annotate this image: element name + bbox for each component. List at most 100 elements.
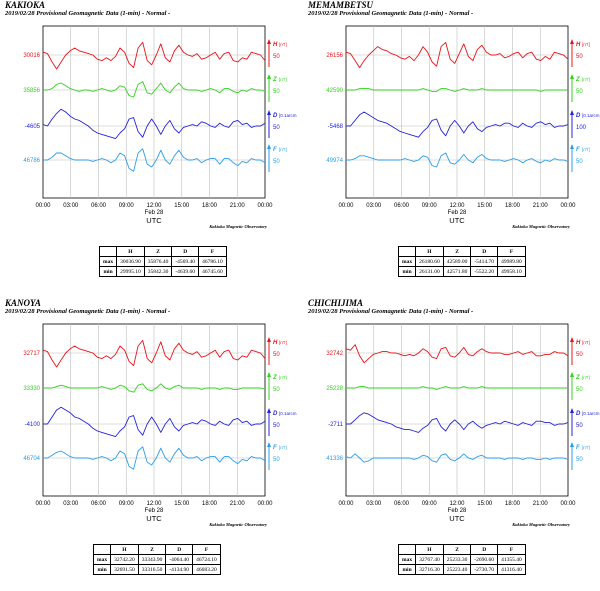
component-unit: [nT] [582,340,590,345]
series-h-line [345,344,569,364]
x-tick-label: 15:00 [174,203,190,209]
scale-value: 100 [576,125,587,131]
series-z-line [346,386,568,390]
x-tick-label: 03:00 [63,501,79,507]
table-cell: 35842.30 [143,266,173,277]
x-tick-label: 09:00 [422,203,438,209]
component-unit: [0.1arcm [279,411,297,416]
component-name: D [576,113,581,119]
table-cell: 49989.80 [497,256,526,267]
arrow-up-icon [570,372,574,377]
scale-value: 50 [273,125,280,131]
table-header: Z [137,544,167,555]
component-name: Z [272,77,277,83]
x-axis-label: UTC [449,514,465,523]
chart-title: 2019/02/28 Provisional Geomagnetic Data … [308,10,474,17]
x-tick-label: 15:00 [477,501,493,507]
arrow-up-icon [267,39,271,44]
station-name: CHICHIJIMA [308,298,364,308]
table-cell: 32716.30 [415,564,444,575]
table-header: D [165,544,194,555]
table-cell: 35876.40 [143,256,173,267]
table-cell: 46745.60 [198,266,227,277]
x-tick-label: 21:00 [533,501,549,507]
scale-value: 50 [273,387,280,393]
series-h-line [345,41,569,69]
x-tick-label: 15:00 [477,203,493,209]
x-tick-label: 21:00 [230,203,246,209]
table-header: H [415,246,444,257]
table-cell: -5522.20 [470,266,499,277]
series-d-line [346,111,569,138]
chart-title: 2019/02/28 Provisional Geomagnetic Data … [5,308,171,315]
scale-value: 50 [576,54,583,60]
x-tick-label: 21:00 [533,203,549,209]
date-label: Feb 28 [145,508,164,514]
station-name: MEMAMBETSU [308,0,374,10]
table-header [92,544,112,555]
table-header: H [116,246,145,257]
x-tick-label: 03:00 [366,203,382,209]
series-z-line [43,383,266,393]
x-tick-label: 09:00 [119,203,135,209]
series-h-line [42,41,266,70]
table-cell: 46683.20 [192,564,221,575]
station-name: KAKIOKA [5,0,46,10]
chart-title: 2019/02/28 Provisional Geomagnetic Data … [308,308,474,315]
table-cell: -4064.40 [165,554,194,565]
table-header: Z [442,544,472,555]
table-row: min 29995.10 35842.30 -4639.60 46745.60 [98,266,227,277]
series-base-value: -4605 [25,124,41,130]
component-name: F [273,147,277,153]
table-cell: 32767.40 [415,554,444,565]
scale-value: 50 [576,457,583,463]
table-row: max 26180.60 42589.00 -5414.70 49989.80 [397,256,526,267]
component-name: F [576,147,580,153]
scale-value: 50 [273,159,280,165]
table-header [397,544,417,555]
x-tick-label: 06:00 [91,501,107,507]
component-unit: [nT] [279,445,287,450]
x-tick-label: 09:00 [119,501,135,507]
table-row: max 32742.20 33343.90 -4064.40 46724.10 [92,554,221,565]
series-f-line [43,148,266,172]
x-tick-label: 00:00 [35,501,51,507]
table-header [98,246,118,257]
component-unit: [nT] [582,147,590,152]
table-cell: 25233.30 [442,554,472,565]
component-name: H [576,340,581,346]
table-cell: min [397,266,417,277]
table-cell: 32742.20 [110,554,139,565]
table-cell: -2690.60 [470,554,499,565]
component-unit: [nT] [582,77,590,82]
station-name: KANOYA [5,298,41,308]
table-cell: -2730.70 [470,564,499,575]
arrow-up-icon [267,144,271,149]
table-header: Z [442,246,472,257]
table-cell: min [98,266,118,277]
table-cell: 26131.00 [415,266,444,277]
x-tick-label: 12:00 [146,203,162,209]
table-cell: 41355.40 [497,554,526,565]
series-f-line [345,453,569,463]
series-base-value: 32717 [23,351,40,357]
component-unit: [0.1arcm [582,411,600,416]
arrow-up-icon [570,442,574,447]
component-unit: [nT] [582,375,590,380]
table-row: min 32691.50 33316.50 -4134.90 46683.20 [92,564,221,575]
series-base-value: 32742 [326,351,343,357]
component-unit: [nT] [279,147,287,152]
x-tick-label: 00:00 [560,501,576,507]
series-base-value: 25228 [326,386,343,392]
scale-value: 50 [576,352,583,358]
series-d-line [42,108,266,140]
table-cell: max [397,256,417,267]
kakioka-panel: KAKIOKA 2019/02/28 Provisional Geomagnet… [3,0,297,290]
arrow-up-icon [267,337,271,342]
component-name: D [273,411,278,417]
table-cell: max [92,554,112,565]
series-z-line [43,81,266,98]
component-unit: [nT] [279,77,287,82]
series-base-value: 35856 [23,88,40,94]
